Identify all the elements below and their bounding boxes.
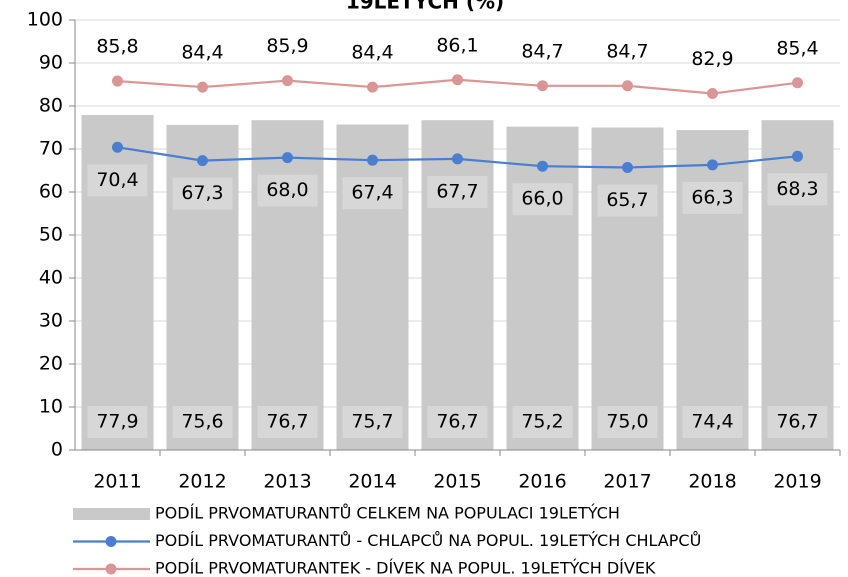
x-tick-label: 2016	[518, 471, 566, 493]
bar-value-label-bg	[427, 406, 488, 438]
bar	[676, 130, 749, 450]
line-value-label: 67,3	[181, 182, 223, 204]
line-value-label-bg	[257, 174, 318, 207]
marker	[197, 81, 208, 93]
bar-value-label-bg	[87, 406, 148, 438]
legend-swatch	[73, 508, 150, 520]
y-tick-label: 60	[39, 181, 63, 203]
marker	[537, 160, 548, 172]
line-value-label: 82,9	[691, 48, 733, 70]
line-value-label: 85,4	[776, 37, 818, 59]
line-value-label: 86,1	[436, 34, 478, 56]
bar-value-label: 75,6	[181, 411, 223, 433]
line-value-label: 84,4	[181, 42, 223, 64]
bar-value-label-bg	[597, 406, 658, 438]
marker	[792, 150, 803, 162]
x-tick-label: 2014	[348, 471, 396, 493]
bar	[166, 124, 239, 451]
y-tick-label: 70	[39, 138, 63, 160]
chart-title: 19LETÝCH (%)	[346, 0, 504, 14]
line-value-label: 66,0	[521, 188, 563, 210]
bar-value-label-bg	[342, 406, 403, 438]
y-tick-label: 20	[39, 353, 63, 375]
legend-label: PODÍL PRVOMATURANTEK - DÍVEK NA POPUL. 1…	[155, 559, 656, 577]
bar-value-label: 75,7	[351, 411, 393, 433]
x-tick-label: 2012	[178, 471, 226, 493]
bar-value-label: 75,0	[606, 411, 648, 433]
bar-value-label: 75,2	[521, 411, 563, 433]
bar-value-label-bg	[767, 406, 828, 438]
marker	[282, 152, 293, 164]
marker	[112, 141, 123, 153]
legend-marker	[105, 536, 117, 547]
line-value-label: 68,0	[266, 179, 308, 201]
marker	[112, 75, 123, 87]
y-tick-label: 100	[27, 9, 63, 31]
bar-value-label-bg	[172, 406, 233, 438]
line-value-label-bg	[427, 175, 488, 208]
legend-marker	[105, 563, 117, 575]
line-value-label: 66,3	[691, 186, 733, 208]
line-value-label-bg	[767, 173, 828, 206]
line-value-label: 84,4	[351, 42, 393, 64]
legend-label: PODÍL PRVOMATURANTŮ CELKEM NA POPULACI 1…	[155, 504, 620, 523]
y-tick-label: 0	[51, 439, 63, 461]
marker	[367, 81, 378, 93]
bar	[251, 120, 324, 450]
marker	[367, 154, 378, 166]
line-value-label: 85,8	[96, 36, 138, 58]
line-value-label: 84,7	[521, 40, 563, 62]
marker	[452, 153, 463, 165]
marker	[707, 88, 718, 100]
x-tick-label: 2015	[433, 471, 481, 493]
line-value-label: 67,4	[351, 182, 393, 204]
bar-value-label: 77,9	[96, 411, 138, 433]
line-value-label: 67,7	[436, 180, 478, 202]
bar	[421, 120, 494, 450]
line-value-label: 84,7	[606, 40, 648, 62]
bar	[506, 126, 579, 450]
y-tick-label: 80	[39, 95, 63, 117]
y-tick-label: 50	[39, 224, 63, 246]
marker	[282, 75, 293, 87]
x-tick-label: 2017	[603, 471, 651, 493]
y-tick-label: 40	[39, 267, 63, 289]
bar-value-label-bg	[512, 406, 573, 438]
x-tick-label: 2018	[688, 471, 736, 493]
legend-label: PODÍL PRVOMATURANTŮ - CHLAPCŮ NA POPUL. …	[155, 531, 701, 550]
line-value-label-bg	[342, 177, 403, 210]
y-tick-label: 10	[39, 396, 63, 418]
line-value-label-bg	[682, 181, 743, 214]
marker	[622, 80, 633, 92]
x-tick-label: 2013	[263, 471, 311, 493]
line-value-label: 65,7	[606, 189, 648, 211]
bar-value-label: 76,7	[436, 411, 478, 433]
marker	[537, 80, 548, 92]
line-value-label: 68,3	[776, 178, 818, 200]
bar-value-label-bg	[257, 406, 318, 438]
marker	[197, 155, 208, 167]
bar	[761, 120, 834, 450]
x-tick-label: 2011	[93, 471, 141, 493]
bar-value-label: 76,7	[776, 411, 818, 433]
line-value-label-bg	[597, 184, 658, 217]
line-value-label-bg	[87, 164, 148, 197]
marker	[452, 74, 463, 86]
x-tick-label: 2019	[773, 471, 821, 493]
y-tick-label: 30	[39, 310, 63, 332]
y-tick-label: 90	[39, 52, 63, 74]
bar-value-label: 74,4	[691, 411, 733, 433]
line-value-label-bg	[172, 177, 233, 210]
line-value-label-bg	[512, 183, 573, 216]
marker	[792, 77, 803, 89]
line-value-label: 85,9	[266, 35, 308, 57]
bar-value-label-bg	[682, 406, 743, 438]
bar	[336, 124, 409, 451]
line-value-label: 70,4	[96, 169, 138, 191]
marker	[707, 159, 718, 171]
bar-value-label: 76,7	[266, 411, 308, 433]
marker	[622, 161, 633, 173]
bar	[591, 127, 664, 450]
